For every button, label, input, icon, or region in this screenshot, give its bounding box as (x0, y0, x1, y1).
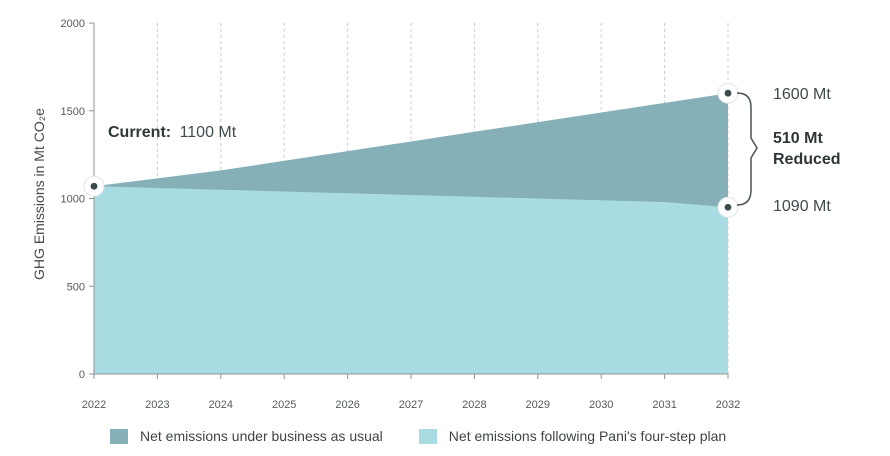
x-tick-label-2029: 2029 (526, 399, 550, 411)
reduced-value-label: 510 Mt (773, 130, 823, 147)
current-value: 1100 Mt (180, 124, 237, 141)
x-tick-label-2028: 2028 (462, 399, 486, 411)
x-tick-label-2024: 2024 (209, 399, 233, 411)
legend-swatch-plan (418, 428, 437, 444)
reduction-bracket (736, 92, 758, 206)
current-label: Current: (108, 124, 171, 141)
current-marker-dot (90, 182, 98, 190)
x-tick-label-2026: 2026 (335, 399, 359, 411)
x-tick-label-2032: 2032 (716, 399, 740, 411)
x-tick-label-2025: 2025 (272, 399, 296, 411)
x-tick-label-2031: 2031 (652, 399, 676, 411)
top-value-label: 1600 Mt (773, 86, 831, 103)
legend-swatch-bau (110, 428, 128, 444)
bottom-value-label: 1090 Mt (773, 198, 831, 215)
x-tick-label-2022: 2022 (82, 399, 106, 411)
x-tick-labels: 2022 2023 2024 2025 2026 2027 2028 2029 2030 2031… (82, 374, 740, 411)
x-tick-label-2027: 2027 (399, 399, 423, 411)
bau-end-marker-dot (724, 89, 732, 97)
current-marker (83, 175, 105, 197)
area-four-step-plan (94, 186, 728, 374)
legend: Net emissions under business as usual Ne… (110, 428, 726, 444)
y-tick-label-500: 500 (67, 281, 85, 293)
legend-item-bau: Net emissions under business as usual (110, 428, 383, 444)
bau-end-marker (717, 82, 739, 104)
legend-label-plan: Net emissions following Pani's four-step… (448, 428, 727, 444)
legend-item-plan: Net emissions following Pani's four-step… (418, 428, 727, 444)
reduced-text-label: Reduced (773, 151, 841, 168)
y-tick-label-2000: 2000 (61, 18, 85, 30)
legend-label-bau: Net emissions under business as usual (140, 428, 383, 444)
y-tick-labels: 0 500 1000 1500 2000 (61, 18, 94, 381)
area-series (94, 93, 728, 374)
y-tick-label-1000: 1000 (61, 194, 85, 206)
y-tick-label-0: 0 (79, 369, 85, 381)
y-axis-label: GHG Emissions in Mt CO₂e (31, 108, 47, 280)
point-markers (83, 82, 739, 218)
plan-end-marker-dot (724, 203, 732, 211)
x-tick-label-2030: 2030 (589, 399, 613, 411)
plan-end-marker (717, 196, 739, 218)
current-annotation: Current: 1100 Mt (108, 124, 237, 141)
y-tick-label-1500: 1500 (61, 106, 85, 118)
x-tick-label-2023: 2023 (145, 399, 169, 411)
